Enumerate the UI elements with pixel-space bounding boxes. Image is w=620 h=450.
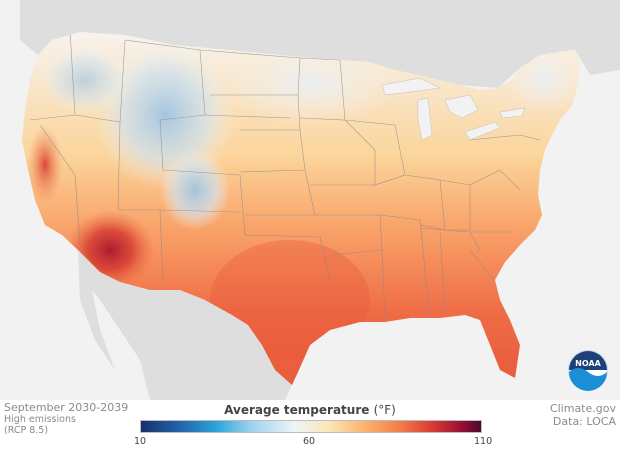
source-caption: Climate.gov Data: LOCA	[550, 402, 616, 428]
state-boundaries	[29, 32, 541, 321]
pacific-northwest-cool-region	[40, 45, 130, 115]
noaa-logo-text: NOAA	[575, 359, 601, 368]
great-lakes	[381, 77, 526, 141]
scenario-rcp-label: (RCP 8.5)	[4, 424, 49, 436]
legend-colorbar	[140, 420, 482, 433]
legend-unit: (°F)	[373, 403, 396, 417]
legend-title: Average temperature (°F)	[140, 403, 480, 417]
colorado-cool-region	[160, 150, 230, 230]
scenario-label: High emissions	[4, 413, 76, 425]
north-plains-cool-region	[220, 45, 400, 125]
temperature-map: NOAA	[20, 0, 620, 400]
mexico-landmass	[78, 250, 292, 400]
noaa-logo: NOAA	[568, 350, 608, 391]
canada-landmass	[20, 0, 620, 88]
period-label: September 2030-2039	[4, 401, 129, 414]
legend-title-text: Average temperature	[224, 403, 370, 417]
legend-tick-min: 10	[134, 436, 147, 447]
legend-tick-mid: 60	[303, 436, 316, 447]
central-valley-hot-region	[27, 125, 63, 205]
legend-tick-max: 110	[474, 436, 493, 447]
map-caption: September 2030-2039 High emissions (RCP …	[4, 401, 129, 436]
source-label: Climate.gov	[549, 402, 616, 415]
data-source-label: Data: LOCA	[552, 415, 616, 429]
